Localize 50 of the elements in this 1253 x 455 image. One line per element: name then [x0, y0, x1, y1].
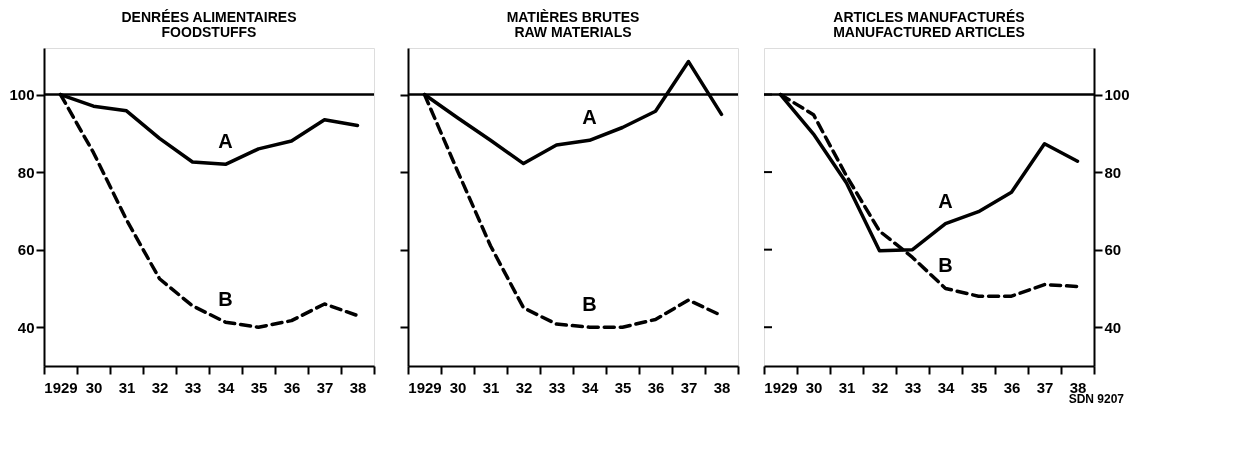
x-tick-label: 36 — [283, 378, 301, 396]
x-tick-label: 38 — [713, 378, 731, 396]
y2-tick-label: 40 — [1104, 318, 1122, 336]
x-tick-label: 34 — [581, 378, 599, 396]
x-tick-label: 32 — [515, 378, 533, 396]
series-label: B — [582, 293, 597, 316]
x-tick-label: 1929 — [44, 378, 78, 396]
x-tick-label: 37 — [1036, 378, 1054, 396]
series-label: A — [218, 130, 233, 153]
x-tick-label: 37 — [316, 378, 334, 396]
x-tick-label: 1929 — [764, 378, 798, 396]
x-tick-label: 30 — [85, 378, 103, 396]
chart-subtitle: MANUFACTURED ARTICLES — [833, 24, 1025, 40]
x-tick-label: 30 — [805, 378, 823, 396]
y-tick-label: 40 — [17, 318, 35, 336]
x-tick-label: 34 — [217, 378, 235, 396]
x-tick-label: 34 — [937, 378, 955, 396]
x-tick-label: 33 — [904, 378, 922, 396]
x-tick-label: 32 — [871, 378, 889, 396]
chart-subtitle: RAW MATERIALS — [514, 24, 632, 40]
chart-title: ARTICLES MANUFACTURÉS — [833, 9, 1025, 25]
x-tick-label: 32 — [151, 378, 169, 396]
chart-subtitle: FOODSTUFFS — [161, 24, 257, 40]
series-label: A — [582, 106, 597, 129]
x-tick-label: 1929 — [408, 378, 442, 396]
x-tick-label: 33 — [184, 378, 202, 396]
y-tick-label: 80 — [17, 163, 35, 181]
chart-title: DENRÉES ALIMENTAIRES — [121, 9, 297, 25]
text: SDN 9207 — [1068, 392, 1125, 406]
y2-tick-label: 80 — [1104, 163, 1122, 181]
series-label: A — [938, 189, 953, 212]
x-tick-label: 36 — [1003, 378, 1021, 396]
x-tick-label: 35 — [614, 378, 632, 396]
y2-tick-label: 100 — [1104, 86, 1130, 104]
series-label: B — [218, 288, 233, 311]
x-tick-label: 36 — [647, 378, 665, 396]
x-tick-label: 33 — [548, 378, 566, 396]
series-label: B — [938, 254, 953, 277]
y2-tick-label: 60 — [1104, 241, 1122, 259]
x-tick-label: 37 — [680, 378, 698, 396]
x-tick-label: 30 — [449, 378, 467, 396]
y-tick-label: 60 — [17, 241, 35, 259]
x-tick-label: 35 — [250, 378, 268, 396]
x-tick-label: 31 — [482, 378, 500, 396]
chart-title: MATIÈRES BRUTES — [506, 9, 640, 25]
y-tick-label: 100 — [9, 86, 35, 104]
x-tick-label: 38 — [349, 378, 367, 396]
x-tick-label: 35 — [970, 378, 988, 396]
x-tick-label: 31 — [118, 378, 136, 396]
x-tick-label: 31 — [838, 378, 856, 396]
